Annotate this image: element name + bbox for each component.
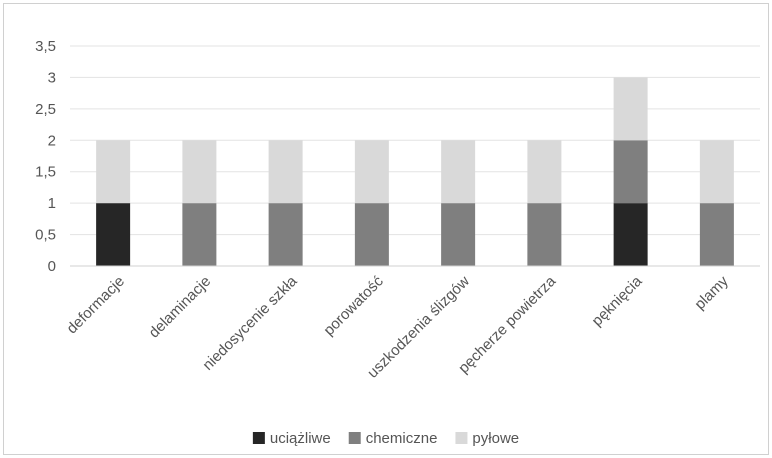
gridlines xyxy=(70,45,760,236)
bar-segment xyxy=(354,203,389,266)
y-tick-label: 0,5 xyxy=(35,227,56,244)
bar-segment xyxy=(527,203,562,266)
x-tick-label: delaminacje xyxy=(146,273,215,342)
bar-segment xyxy=(96,203,131,266)
legend-swatch xyxy=(455,432,468,444)
y-tick-label: 1,5 xyxy=(35,164,56,181)
y-tick-label: 2 xyxy=(48,132,56,149)
bars xyxy=(96,77,734,266)
y-tick-label: 2,5 xyxy=(35,101,56,118)
bar-segment xyxy=(699,203,734,266)
y-tick-label: 1 xyxy=(48,195,56,212)
x-tick-label: deformacje xyxy=(63,273,127,337)
bar-segment xyxy=(182,203,217,266)
legend: uciążliwe chemiczne pyłowe xyxy=(252,430,519,447)
y-tick-label: 0 xyxy=(48,258,56,275)
bar-segment xyxy=(613,203,648,266)
bar-segment xyxy=(699,140,734,204)
bar-segment xyxy=(613,140,648,204)
legend-label: uciążliwe xyxy=(270,430,331,447)
y-tick-label: 3 xyxy=(48,69,56,86)
x-tick-label: plamy xyxy=(691,272,732,313)
bar-segment xyxy=(182,140,217,204)
legend-label: pyłowe xyxy=(472,430,519,447)
bar-segment xyxy=(613,77,648,141)
x-tick-label: pęknięcia xyxy=(589,272,646,329)
legend-swatch xyxy=(348,432,361,444)
x-tick-label: niedosycenie szkła xyxy=(199,272,301,374)
bar-segment xyxy=(441,203,476,266)
x-tick-label: porowatość xyxy=(320,272,387,339)
bar-segment xyxy=(527,140,562,204)
bar-segment xyxy=(354,140,389,204)
bar-segment xyxy=(268,203,303,266)
bar-segment xyxy=(96,140,131,204)
y-tick-label: 3,5 xyxy=(35,38,56,55)
legend-label: chemiczne xyxy=(366,430,438,447)
bar-segment xyxy=(441,140,476,204)
y-axis-tick-labels: 0 0,5 1 1,5 2 2,5 3 3,5 xyxy=(35,38,56,275)
bar-segment xyxy=(268,140,303,204)
legend-swatch xyxy=(252,432,265,444)
x-tick-label: pęcherze powietrza xyxy=(455,272,559,376)
